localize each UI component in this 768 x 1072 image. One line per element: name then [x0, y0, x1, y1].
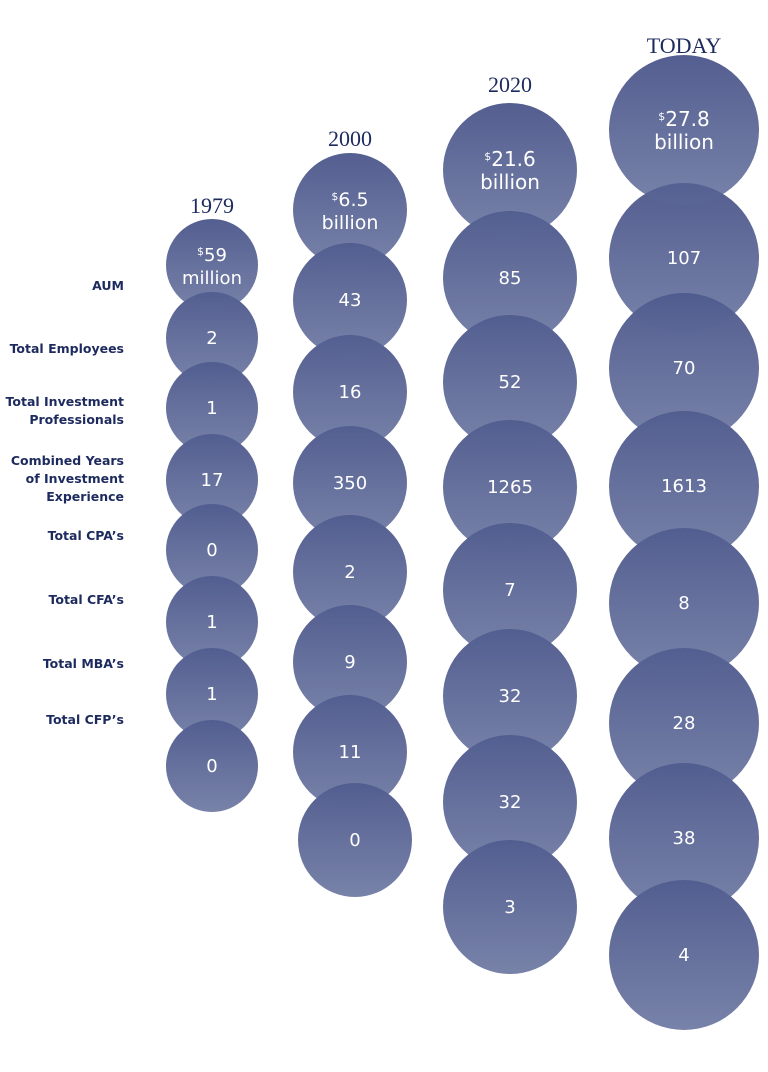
aum-number: 59: [204, 245, 227, 266]
bubble: [609, 411, 759, 561]
value: 0: [206, 756, 217, 777]
value: 32: [499, 792, 522, 813]
aum-amount: $27.8: [658, 107, 710, 131]
bubble: [443, 735, 577, 869]
value: 16: [339, 382, 362, 403]
aum-currency: $: [658, 110, 665, 123]
bubble: [609, 763, 759, 913]
value: 28: [673, 713, 696, 734]
bubble: [293, 605, 407, 719]
bubble: [609, 183, 759, 333]
row-label: of Investment: [26, 471, 124, 486]
aum-number: 21.6: [491, 147, 536, 171]
value: 3: [504, 897, 515, 918]
bubble: [609, 528, 759, 678]
value: 0: [349, 830, 360, 851]
bubble: [443, 523, 577, 657]
value: 32: [499, 686, 522, 707]
year-heading: 2020: [488, 72, 532, 97]
value: 9: [344, 652, 355, 673]
bubble: [293, 515, 407, 629]
aum-currency: $: [484, 150, 491, 163]
aum-amount: $21.6: [484, 147, 536, 171]
value: 38: [673, 828, 696, 849]
bubble: [166, 219, 258, 311]
year-heading: 2000: [328, 126, 372, 151]
value: 7: [504, 580, 515, 601]
bubble: [609, 293, 759, 443]
bubble: [609, 880, 759, 1030]
bubble: [293, 695, 407, 809]
bubble: [166, 362, 258, 454]
value: 52: [499, 372, 522, 393]
aum-currency: $: [197, 245, 204, 258]
bubble: [443, 420, 577, 554]
row-label: Total Investment: [6, 394, 124, 409]
row-label: Total MBA’s: [43, 656, 124, 671]
aum-number: 6.5: [338, 189, 368, 211]
bubble: [609, 55, 759, 205]
aum-amount: $6.5: [331, 189, 368, 211]
aum-unit: billion: [480, 170, 540, 194]
value: 1265: [487, 477, 533, 498]
value: 4: [678, 945, 689, 966]
value: 17: [201, 470, 224, 491]
row-label: Total CFP’s: [46, 712, 124, 727]
value: 1: [206, 612, 217, 633]
value: 11: [339, 742, 362, 763]
aum-unit: billion: [322, 212, 379, 234]
bubble: [166, 434, 258, 526]
aum-unit: billion: [654, 130, 714, 154]
bubble: [166, 648, 258, 740]
value: 0: [206, 540, 217, 561]
year-heading: TODAY: [647, 33, 722, 58]
aum-unit: million: [182, 268, 242, 289]
bubble: [166, 292, 258, 384]
bubble: [293, 153, 407, 267]
value: 1613: [661, 476, 707, 497]
value: 85: [499, 268, 522, 289]
aum-currency: $: [331, 190, 338, 203]
bubble: [443, 315, 577, 449]
bubble: [166, 720, 258, 812]
aum-amount: $59: [197, 245, 227, 266]
row-label: Combined Years: [11, 453, 124, 468]
bubble: [298, 783, 412, 897]
row-label: Total CPA’s: [48, 528, 124, 543]
bubble: [443, 629, 577, 763]
year-heading: 1979: [190, 193, 234, 218]
value: 350: [333, 473, 367, 494]
bubble: [293, 243, 407, 357]
value: 107: [667, 248, 701, 269]
value: 8: [678, 593, 689, 614]
value: 2: [344, 562, 355, 583]
bubble: [293, 335, 407, 449]
row-label: Professionals: [29, 412, 124, 427]
value: 43: [339, 290, 362, 311]
value: 1: [206, 684, 217, 705]
bubble: [609, 648, 759, 798]
bubble: [443, 840, 577, 974]
row-label: Total Employees: [10, 341, 124, 356]
row-label: Experience: [46, 489, 124, 504]
aum-number: 27.8: [665, 107, 710, 131]
value: 70: [673, 358, 696, 379]
bubble: [293, 426, 407, 540]
bubble: [166, 576, 258, 668]
bubble: [166, 504, 258, 596]
bubble: [443, 211, 577, 345]
bubble: [443, 103, 577, 237]
row-label: AUM: [92, 278, 124, 293]
value: 2: [206, 328, 217, 349]
value: 1: [206, 398, 217, 419]
row-label: Total CFA’s: [49, 592, 125, 607]
